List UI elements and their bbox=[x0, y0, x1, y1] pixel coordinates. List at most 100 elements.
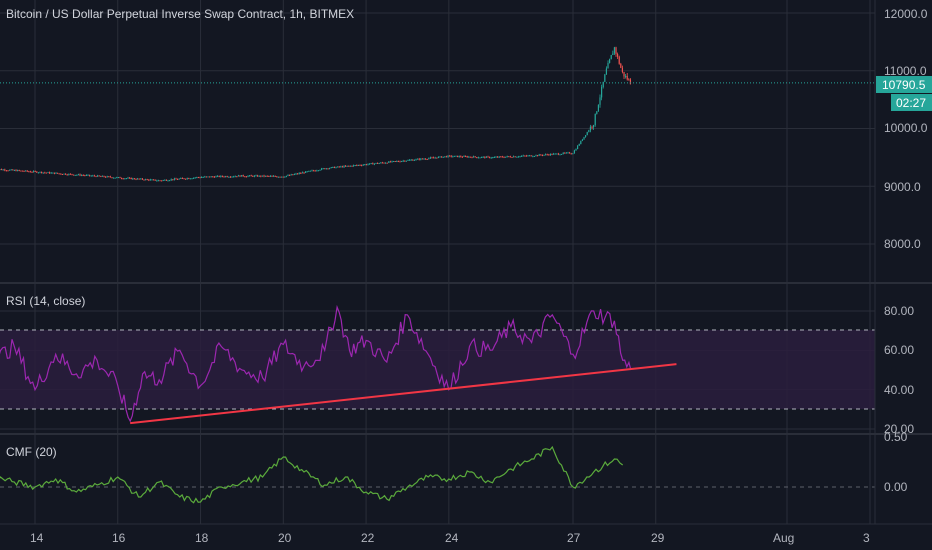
candle-body bbox=[525, 155, 528, 157]
cmf-series[interactable] bbox=[0, 445, 624, 504]
candle-body bbox=[521, 155, 523, 157]
time-tick: 27 bbox=[567, 531, 581, 545]
candle-body bbox=[221, 175, 224, 177]
candle-body bbox=[530, 155, 532, 157]
candle-body bbox=[242, 175, 244, 177]
candle-body bbox=[89, 174, 91, 176]
candle-body bbox=[369, 163, 371, 165]
candle-body bbox=[335, 167, 337, 169]
price-tick: 9000.0 bbox=[884, 180, 921, 194]
rsi-axis[interactable]: 80.00 60.00 40.00 20.00 bbox=[884, 304, 914, 436]
candle-body bbox=[484, 156, 486, 158]
candle-body bbox=[479, 157, 481, 159]
candle-body bbox=[93, 175, 96, 177]
candle-body bbox=[418, 158, 420, 160]
candle-body bbox=[580, 140, 582, 145]
candle-body bbox=[9, 169, 11, 171]
candle-body bbox=[354, 165, 356, 167]
candle-body bbox=[252, 175, 254, 177]
candle-body bbox=[257, 175, 259, 177]
candle-body bbox=[260, 175, 262, 177]
candle-body bbox=[497, 156, 499, 158]
candle-body bbox=[322, 168, 324, 170]
candle-body bbox=[361, 165, 363, 167]
candle-body bbox=[610, 55, 612, 60]
candle-body bbox=[170, 179, 172, 181]
candle-body bbox=[279, 176, 281, 178]
candle-body bbox=[444, 156, 446, 158]
candle-body bbox=[445, 156, 448, 158]
cmf-title[interactable]: CMF (20) bbox=[6, 445, 57, 459]
candle-body bbox=[114, 177, 116, 179]
candlestick-series[interactable] bbox=[0, 46, 632, 182]
price-tick: 11000.0 bbox=[884, 64, 927, 78]
candle-body bbox=[255, 175, 257, 177]
candle-body bbox=[498, 156, 500, 158]
candle-body bbox=[85, 174, 88, 176]
candle-body bbox=[52, 172, 54, 174]
candle-body bbox=[583, 136, 585, 140]
candle-body bbox=[465, 156, 467, 158]
candle-body bbox=[266, 175, 268, 177]
candle-body bbox=[141, 178, 144, 180]
cmf-axis[interactable]: 0.50 0.00 bbox=[884, 430, 908, 494]
candle-body bbox=[106, 176, 108, 178]
candle-body bbox=[167, 180, 169, 182]
candle-body bbox=[45, 172, 48, 174]
price-axis[interactable]: 12000.0 11000.0 10000.0 9000.0 8000.0 bbox=[884, 7, 928, 251]
candle-body bbox=[47, 172, 49, 174]
candle-body bbox=[69, 173, 72, 175]
candle-body bbox=[367, 164, 369, 166]
rsi-trendline[interactable] bbox=[130, 363, 677, 425]
candle-body bbox=[485, 156, 488, 158]
candle-body bbox=[401, 161, 403, 163]
candle-body bbox=[460, 156, 462, 158]
candle-body bbox=[509, 156, 512, 158]
candle-body bbox=[28, 171, 30, 173]
candle-body bbox=[303, 172, 305, 174]
rsi-series[interactable] bbox=[0, 304, 632, 423]
candle-body bbox=[276, 176, 278, 178]
candle-body bbox=[297, 173, 299, 175]
symbol-title[interactable]: Bitcoin / US Dollar Perpetual Inverse Sw… bbox=[6, 7, 354, 21]
time-tick: Aug bbox=[773, 531, 794, 545]
candle-body bbox=[567, 152, 569, 154]
candle-body bbox=[399, 161, 401, 163]
candle-body bbox=[561, 153, 563, 155]
candle-body bbox=[495, 156, 497, 158]
candle-body bbox=[84, 175, 86, 177]
candle-body bbox=[461, 156, 464, 158]
time-axis[interactable]: 14 16 18 20 22 24 27 29 Aug 3 bbox=[30, 531, 870, 545]
candle-body bbox=[0, 169, 1, 171]
candle-body bbox=[15, 169, 17, 172]
candle-body bbox=[68, 173, 70, 175]
candle-body bbox=[98, 175, 100, 177]
candle-body bbox=[564, 152, 566, 154]
candle-body bbox=[596, 111, 598, 114]
candle-body bbox=[517, 156, 520, 158]
candle-body bbox=[60, 173, 62, 175]
candle-body bbox=[617, 53, 619, 57]
candle-body bbox=[394, 161, 396, 163]
candle-body bbox=[383, 162, 385, 164]
rsi-title[interactable]: RSI (14, close) bbox=[6, 294, 85, 308]
candle-body bbox=[42, 172, 44, 174]
candle-body bbox=[308, 170, 310, 172]
candle-body bbox=[501, 156, 504, 158]
candle-body bbox=[231, 176, 233, 178]
candle-body bbox=[329, 168, 331, 170]
candle-body bbox=[386, 162, 388, 164]
candle-body bbox=[237, 175, 240, 177]
candle-body bbox=[487, 156, 489, 158]
candle-body bbox=[173, 178, 176, 180]
candle-body bbox=[137, 178, 139, 180]
candle-body bbox=[205, 176, 208, 178]
candle-body bbox=[313, 170, 315, 172]
candle-body bbox=[49, 172, 51, 174]
candle-body bbox=[364, 164, 366, 166]
candle-body bbox=[44, 172, 46, 174]
candle-body bbox=[253, 175, 256, 177]
candle-body bbox=[477, 157, 480, 159]
